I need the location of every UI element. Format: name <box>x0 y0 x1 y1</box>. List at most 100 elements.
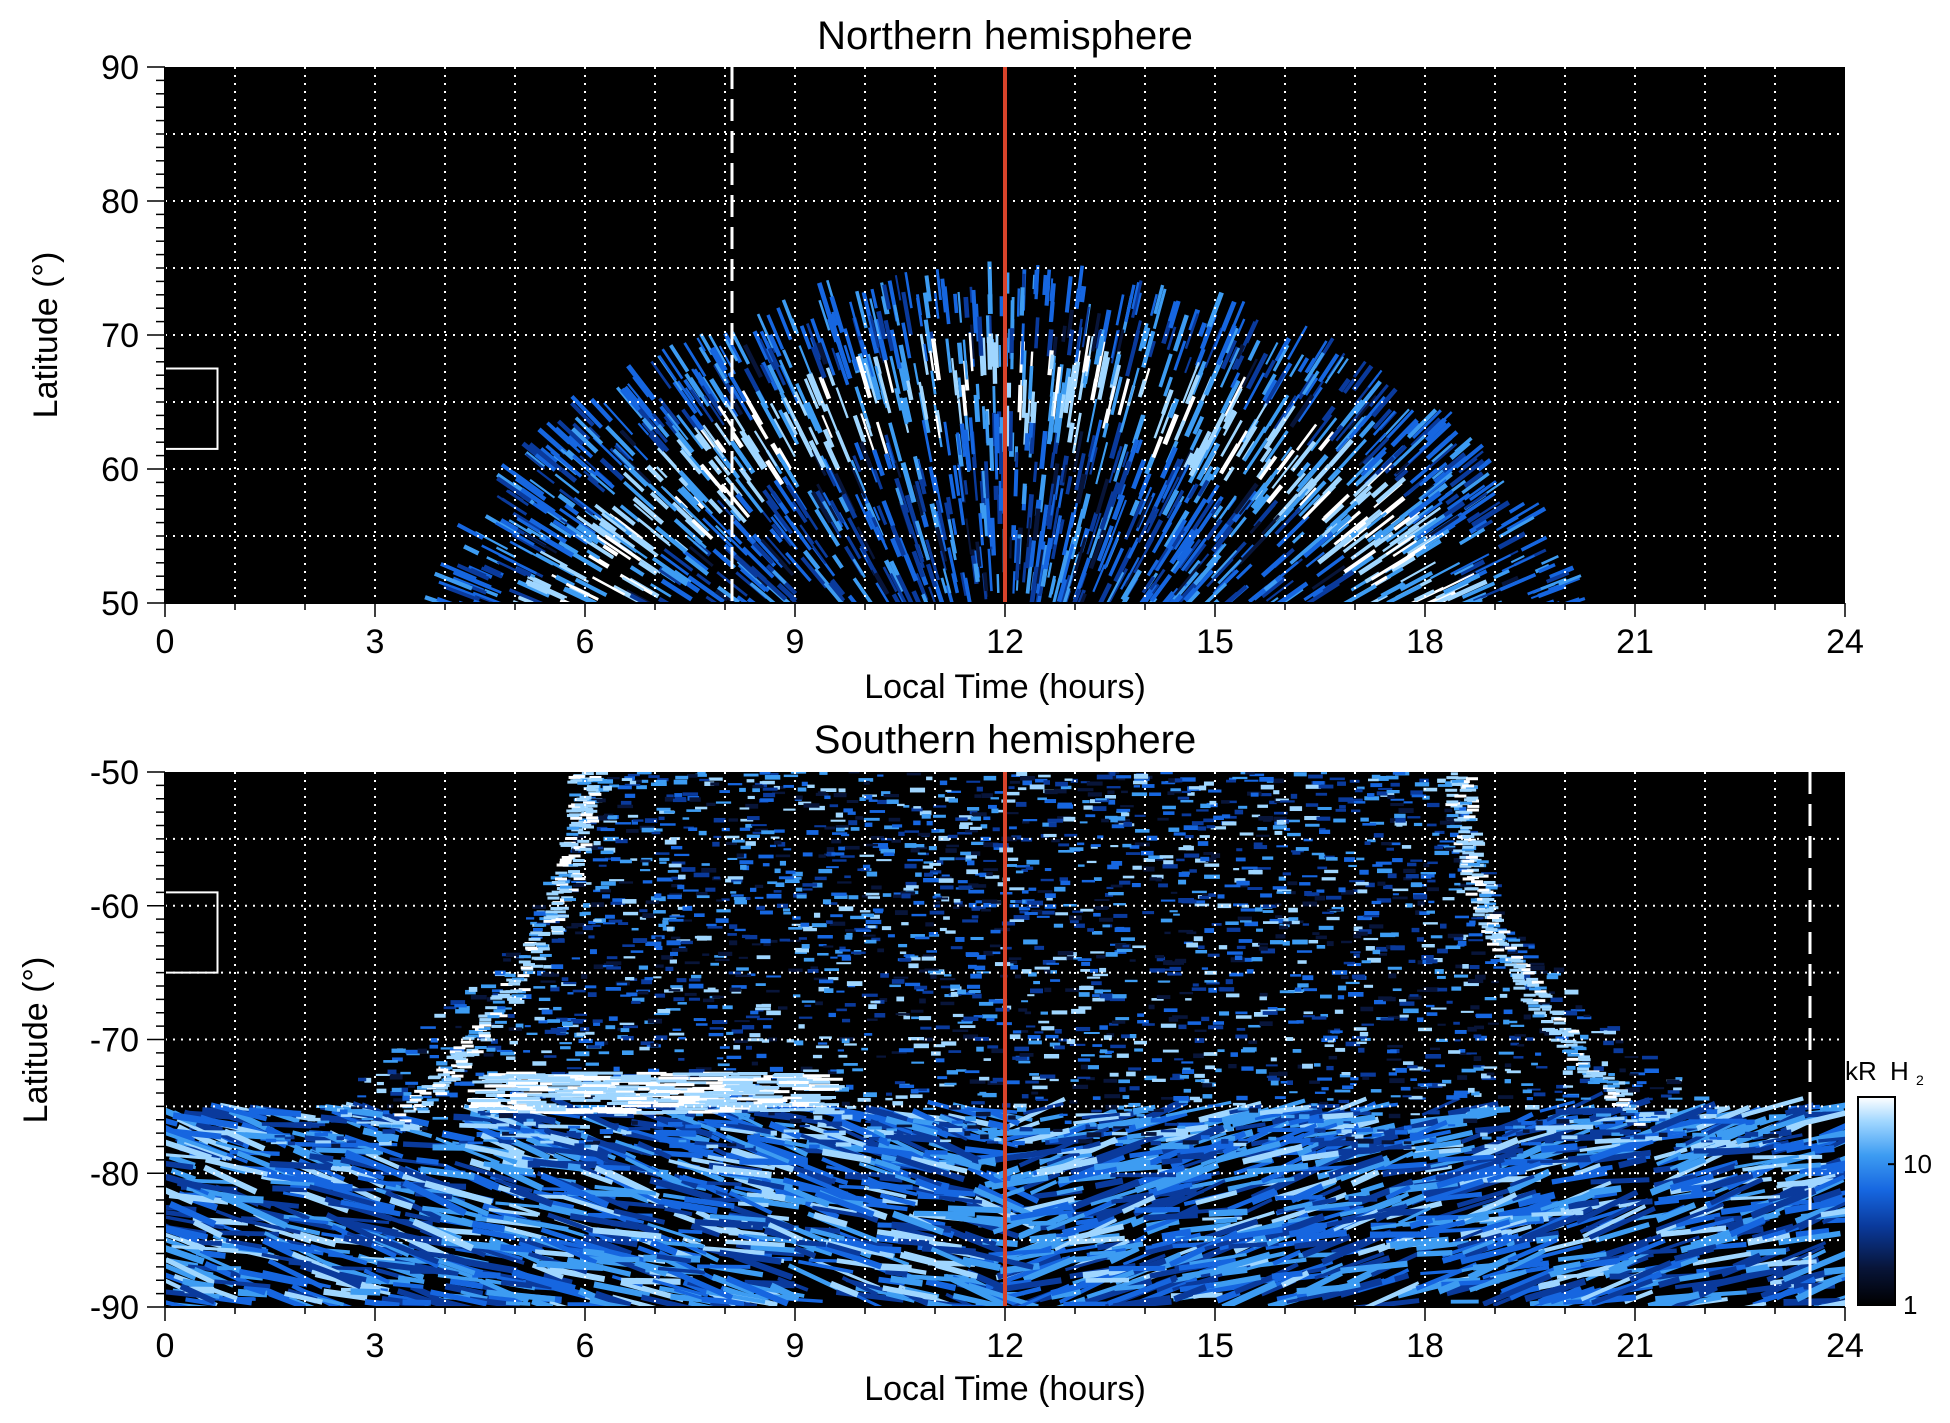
heatmap-stroke <box>282 1191 305 1199</box>
heatmap-stroke <box>1045 483 1055 527</box>
heatmap-stroke <box>1400 561 1437 583</box>
heatmap-stroke <box>1133 537 1155 574</box>
heatmap-stroke <box>982 572 989 592</box>
heatmap-stroke <box>1303 527 1339 559</box>
heatmap-stroke <box>1358 420 1376 439</box>
heatmap-stroke <box>687 575 725 603</box>
heatmap-stroke <box>963 1230 997 1247</box>
heatmap-stroke <box>293 1142 358 1148</box>
heatmap-stroke <box>1159 446 1178 480</box>
heatmap-stroke <box>766 484 782 505</box>
heatmap-stroke <box>901 291 913 336</box>
heatmap-stroke <box>599 457 625 482</box>
heatmap-stroke <box>1261 514 1281 535</box>
heatmap-stroke <box>1030 401 1037 424</box>
heatmap-stroke <box>943 286 951 325</box>
heatmap-stroke <box>1161 1228 1192 1240</box>
heatmap-stroke <box>1024 536 1033 569</box>
heatmap-stroke <box>1095 478 1110 515</box>
heatmap-stroke <box>1153 284 1165 315</box>
heatmap-stroke <box>1289 394 1315 428</box>
heatmap-stroke <box>1275 1194 1323 1201</box>
heatmap-stroke <box>1783 1297 1840 1306</box>
heatmap-stroke <box>978 512 985 546</box>
heatmap-stroke <box>1202 326 1212 342</box>
heatmap-stroke <box>1459 491 1496 518</box>
heatmap-stroke <box>1140 327 1151 349</box>
heatmap-stroke <box>344 1154 397 1174</box>
heatmap-stroke <box>1399 500 1424 521</box>
heatmap-stroke <box>806 323 822 359</box>
heatmap-stroke <box>1397 1280 1446 1299</box>
heatmap-stroke <box>1353 1116 1380 1130</box>
heatmap-stroke <box>1414 538 1442 558</box>
heatmap-stroke <box>1222 409 1237 431</box>
heatmap-stroke <box>1304 351 1325 383</box>
heatmap-stroke <box>450 585 479 599</box>
heatmap-stroke <box>1290 440 1317 473</box>
heatmap-stroke <box>1343 549 1377 574</box>
heatmap-stroke <box>872 356 882 375</box>
heatmap-stroke <box>835 352 850 386</box>
heatmap-stroke <box>1786 1139 1837 1154</box>
heatmap-stroke <box>679 1175 708 1186</box>
heatmap-stroke <box>1139 1253 1166 1267</box>
heatmap-stroke <box>1022 1101 1064 1115</box>
heatmap-stroke <box>1149 573 1172 603</box>
heatmap-stroke <box>894 460 902 478</box>
heatmap-stroke <box>1339 1204 1378 1218</box>
heatmap-stroke <box>816 282 834 322</box>
heatmap-stroke <box>324 1196 393 1222</box>
heatmap-stroke <box>1271 1270 1303 1280</box>
heatmap-stroke <box>1406 408 1438 439</box>
heatmap-stroke <box>1071 526 1082 560</box>
heatmap-stroke <box>619 429 637 447</box>
heatmap-stroke <box>526 527 547 541</box>
heatmap-stroke <box>1412 409 1442 439</box>
heatmap-stroke <box>718 1218 742 1227</box>
heatmap-stroke <box>1660 1225 1727 1238</box>
heatmap-stroke <box>1416 1240 1470 1251</box>
heatmap-stroke <box>1480 1229 1513 1238</box>
heatmap-stroke <box>1618 1238 1666 1261</box>
heatmap-stroke <box>1155 545 1174 572</box>
heatmap-stroke <box>547 1212 596 1234</box>
heatmap-stroke <box>1144 519 1164 550</box>
heatmap-stroke <box>809 1227 845 1241</box>
heatmap-stroke <box>989 437 995 472</box>
heatmap-stroke <box>1173 419 1186 442</box>
heatmap-stroke <box>987 548 993 592</box>
heatmap-stroke <box>1335 415 1358 442</box>
heatmap-stroke <box>1370 1243 1438 1278</box>
heatmap-stroke <box>1125 336 1139 377</box>
heatmap-stroke <box>790 500 808 524</box>
heatmap-stroke <box>933 292 940 319</box>
heatmap-stroke <box>1449 440 1471 460</box>
heatmap-stroke <box>1048 575 1057 598</box>
heatmap-stroke <box>705 595 719 603</box>
heatmap-stroke <box>483 564 502 576</box>
heatmap-stroke <box>938 1195 983 1204</box>
heatmap-stroke <box>953 293 959 314</box>
heatmap-stroke <box>435 1136 500 1165</box>
heatmap-stroke <box>570 427 599 454</box>
heatmap-stroke <box>1135 439 1143 454</box>
heatmap-stroke <box>1575 1189 1639 1225</box>
heatmap-stroke <box>1445 493 1460 506</box>
heatmap-stroke <box>885 442 897 470</box>
heatmap-stroke <box>1240 544 1255 559</box>
heatmap-stroke <box>883 559 904 593</box>
heatmap-stroke <box>859 339 868 358</box>
heatmap-stroke <box>1110 353 1122 386</box>
heatmap-stroke <box>1057 549 1070 583</box>
heatmap-stroke <box>1133 292 1142 316</box>
heatmap-stroke <box>800 556 828 589</box>
heatmap-stroke <box>650 360 672 390</box>
heatmap-stroke <box>1301 1150 1339 1162</box>
northern-heatmap <box>424 261 1586 603</box>
heatmap-stroke <box>645 481 678 512</box>
heatmap-stroke <box>165 1124 196 1145</box>
heatmap-stroke <box>750 565 767 581</box>
heatmap-stroke <box>1086 512 1102 555</box>
heatmap-stroke <box>404 1211 441 1224</box>
